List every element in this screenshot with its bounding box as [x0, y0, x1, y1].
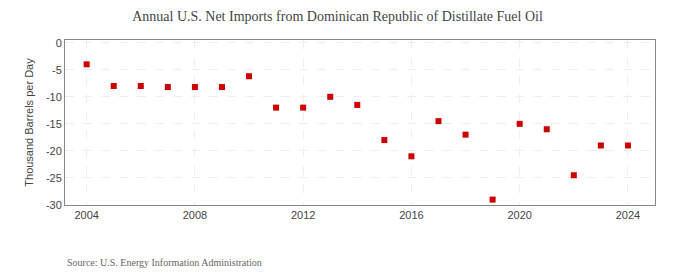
svg-text:-15: -15: [46, 118, 62, 130]
svg-text:Thousand Barrels per Day: Thousand Barrels per Day: [23, 58, 35, 187]
svg-text:2004: 2004: [74, 209, 98, 221]
svg-text:2012: 2012: [291, 209, 315, 221]
svg-text:2024: 2024: [616, 209, 640, 221]
svg-text:2008: 2008: [183, 209, 207, 221]
svg-text:2020: 2020: [507, 209, 531, 221]
svg-text:2016: 2016: [399, 209, 423, 221]
svg-text:-10: -10: [46, 91, 62, 103]
svg-text:-5: -5: [52, 64, 62, 76]
svg-text:-25: -25: [46, 172, 62, 184]
svg-text:Source: U.S. Energy Informatio: Source: U.S. Energy Information Administ…: [67, 257, 262, 268]
svg-text:-20: -20: [46, 145, 62, 157]
svg-text:-30: -30: [46, 199, 62, 211]
svg-text:Annual U.S. Net Imports from D: Annual U.S. Net Imports from Dominican R…: [132, 9, 543, 24]
svg-text:0: 0: [56, 37, 62, 49]
